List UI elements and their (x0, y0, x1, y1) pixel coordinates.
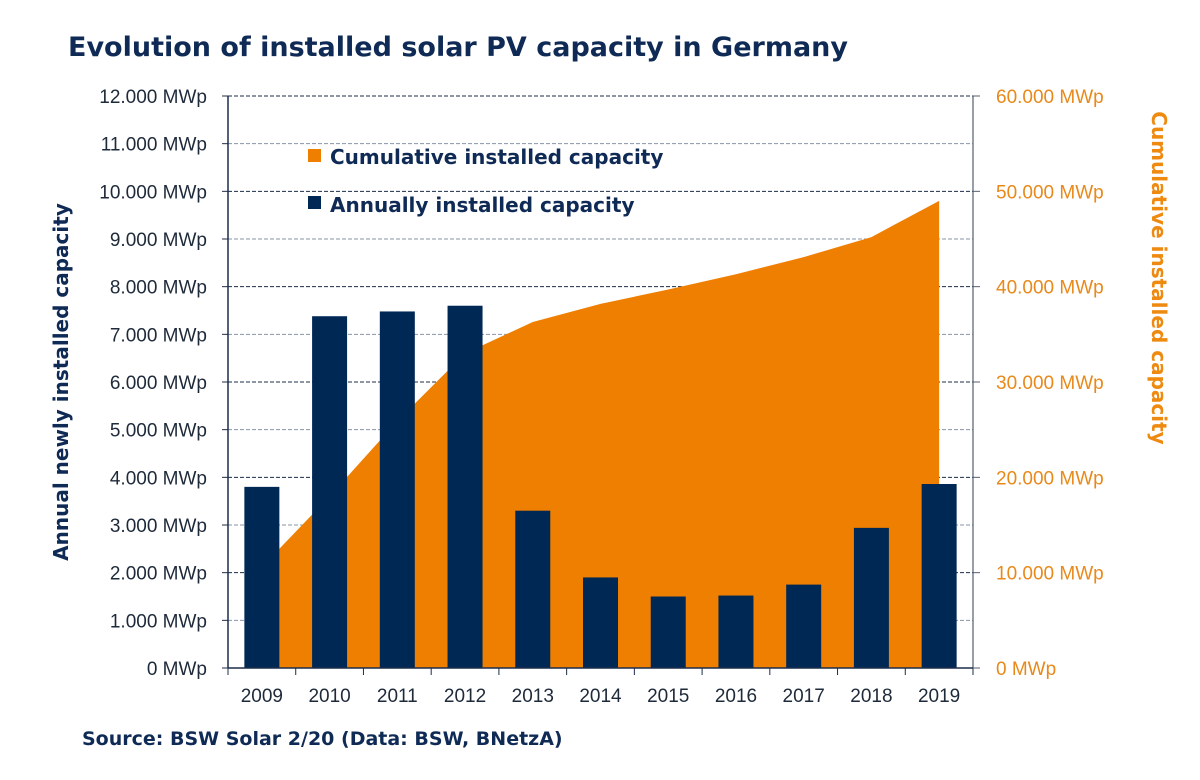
legend: Cumulative installed capacity Annually i… (308, 145, 663, 217)
bar-2019 (921, 484, 957, 668)
bar-2018 (853, 527, 889, 668)
x-tick-label: 2012 (444, 686, 486, 707)
annual-bars (244, 305, 957, 668)
bar-2016 (718, 595, 754, 668)
x-tick-label: 2010 (308, 686, 350, 707)
left-tick-label: 7.000 MWp (110, 325, 207, 346)
chart-title: Evolution of installed solar PV capacity… (68, 32, 848, 63)
bar-2009 (244, 486, 280, 668)
x-tick-label: 2014 (579, 686, 622, 707)
left-tick-label: 8.000 MWp (110, 278, 207, 299)
left-tick-label: 0 MWp (147, 659, 207, 680)
left-tick-label: 3.000 MWp (110, 516, 207, 537)
right-tick-label: 60.000 MWp (996, 87, 1104, 108)
left-axis-ticks: 0 MWp 1.000 MWp 2.000 MWp 3.000 MWp 4.000 MW… (99, 87, 228, 680)
x-tick-label: 2013 (512, 686, 554, 707)
left-tick-label: 6.000 MWp (110, 373, 207, 394)
cumulative-area (261, 200, 940, 668)
bar-2013 (515, 510, 551, 668)
right-tick-label: 30.000 MWp (996, 373, 1104, 394)
left-tick-label: 11.000 MWp (101, 135, 207, 156)
bar-2015 (650, 596, 686, 668)
left-tick-label: 9.000 MWp (110, 230, 207, 251)
x-tick-label: 2019 (918, 686, 960, 707)
x-tick-label: 2009 (241, 686, 283, 707)
left-tick-label: 4.000 MWp (110, 468, 207, 489)
left-tick-label: 2.000 MWp (110, 564, 207, 585)
bar-2017 (786, 584, 822, 668)
bar-2011 (379, 311, 415, 668)
legend-swatch-annual (308, 196, 321, 209)
right-tick-label: 50.000 MWp (996, 182, 1104, 203)
bar-2012 (447, 305, 483, 668)
source-note: Source: BSW Solar 2/20 (Data: BSW, BNetz… (82, 728, 563, 750)
x-tick-label: 2016 (715, 686, 757, 707)
legend-label-annual: Annually installed capacity (330, 193, 634, 217)
left-tick-label: 12.000 MWp (99, 87, 207, 108)
right-tick-label: 0 MWp (996, 659, 1056, 680)
right-tick-label: 10.000 MWp (996, 564, 1104, 585)
bar-2014 (583, 577, 618, 668)
x-axis-ticks: 2009 2010 2011 2012 2013 2014 2015 2016 2017 2018… (241, 686, 961, 707)
right-axis-ticks: 0 MWp 10.000 MWp 20.000 MWp 30.000 MWp 40.00… (973, 87, 1104, 680)
right-tick-label: 40.000 MWp (996, 278, 1104, 299)
x-tick-label: 2018 (850, 686, 892, 707)
left-tick-label: 5.000 MWp (110, 421, 207, 442)
left-tick-label: 10.000 MWp (99, 182, 207, 203)
bar-2010 (312, 316, 348, 668)
legend-label-cumulative: Cumulative installed capacity (330, 145, 663, 169)
y-axis-label-left: Annual newly installed capacity (49, 203, 73, 561)
x-tick-label: 2011 (377, 686, 418, 707)
x-tick-label: 2017 (783, 686, 825, 707)
x-tick-label: 2015 (647, 686, 689, 707)
right-tick-label: 20.000 MWp (996, 468, 1104, 489)
y-axis-label-right: Cumulative installed capacity (1147, 111, 1171, 444)
legend-swatch-cumulative (308, 149, 321, 162)
left-tick-label: 1.000 MWp (110, 611, 207, 632)
